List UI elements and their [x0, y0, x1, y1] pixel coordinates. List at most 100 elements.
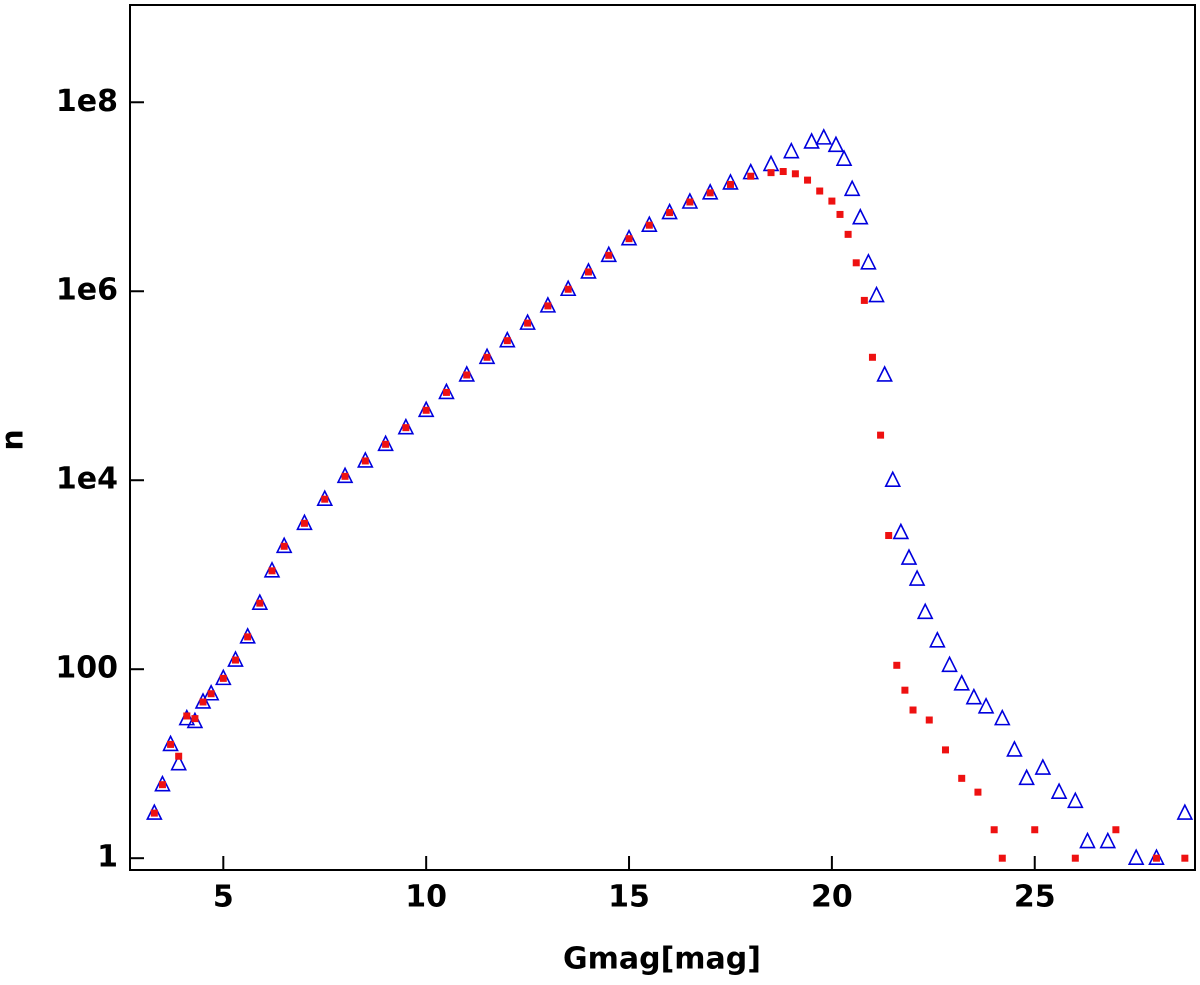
- point: [524, 319, 532, 327]
- point: [835, 149, 853, 166]
- point: [929, 630, 946, 648]
- point: [893, 661, 901, 669]
- point: [321, 495, 329, 503]
- y-axis-label: n: [0, 429, 31, 450]
- point: [463, 371, 471, 379]
- point: [256, 599, 264, 607]
- point: [783, 141, 800, 159]
- point: [584, 268, 592, 276]
- point: [815, 128, 833, 145]
- point: [1050, 782, 1068, 799]
- point: [892, 522, 910, 540]
- point: [747, 172, 755, 180]
- point: [1018, 768, 1035, 786]
- point: [990, 826, 998, 834]
- x-tick-label: 20: [811, 880, 853, 915]
- point: [884, 470, 902, 488]
- point: [868, 285, 885, 303]
- point: [762, 154, 780, 172]
- point: [175, 752, 183, 760]
- point: [1031, 826, 1039, 834]
- point: [503, 337, 511, 345]
- point: [925, 716, 933, 724]
- point: [816, 187, 824, 195]
- point: [828, 197, 836, 205]
- point: [268, 567, 276, 575]
- point: [564, 285, 572, 293]
- point: [916, 602, 934, 620]
- point: [1099, 831, 1117, 849]
- point: [860, 253, 877, 270]
- point: [666, 209, 674, 217]
- point: [1181, 854, 1189, 862]
- point: [860, 296, 868, 304]
- point: [852, 259, 860, 267]
- point: [844, 230, 852, 238]
- point: [1034, 758, 1052, 775]
- point: [199, 698, 207, 706]
- point: [901, 686, 909, 694]
- point: [843, 179, 861, 197]
- x-tick-label: 10: [405, 880, 447, 915]
- point: [219, 674, 227, 682]
- point: [1006, 740, 1023, 757]
- point: [280, 542, 288, 550]
- point: [877, 431, 885, 439]
- point: [993, 708, 1011, 726]
- x-tick-label: 15: [608, 880, 650, 915]
- point: [836, 210, 844, 218]
- point: [909, 706, 917, 714]
- point: [544, 302, 552, 310]
- point: [361, 457, 369, 465]
- point: [1112, 826, 1120, 834]
- point: [974, 788, 982, 796]
- point: [1152, 854, 1160, 862]
- point: [706, 189, 714, 197]
- point: [167, 740, 175, 748]
- point: [483, 353, 491, 361]
- point: [191, 715, 199, 723]
- point: [341, 472, 349, 480]
- point: [382, 440, 390, 448]
- point: [150, 809, 158, 817]
- point: [827, 135, 845, 153]
- point: [1079, 831, 1096, 849]
- point: [170, 753, 187, 771]
- point: [300, 519, 308, 527]
- x-tick-label: 25: [1014, 880, 1056, 915]
- point: [779, 168, 787, 176]
- point: [958, 774, 966, 782]
- point: [183, 712, 191, 720]
- point: [207, 690, 215, 698]
- point: [868, 353, 876, 361]
- x-axis-label: Gmag[mag]: [563, 942, 761, 977]
- point: [941, 655, 958, 673]
- point: [231, 656, 239, 664]
- point: [977, 697, 995, 714]
- point: [803, 132, 820, 149]
- y-tick-label: 100: [55, 651, 118, 686]
- point: [726, 180, 734, 188]
- y-tick-label: 1e8: [56, 84, 118, 119]
- point: [851, 207, 869, 225]
- point: [442, 388, 450, 396]
- y-tick-label: 1: [97, 840, 118, 875]
- point: [791, 170, 799, 178]
- point: [402, 424, 410, 432]
- point: [908, 569, 926, 586]
- point: [804, 176, 812, 184]
- point: [965, 687, 983, 705]
- plot-frame: [129, 4, 1196, 871]
- y-tick-label: 1e4: [56, 462, 118, 497]
- point: [625, 235, 633, 243]
- x-tick-label: 5: [213, 880, 234, 915]
- point: [876, 365, 893, 382]
- point: [1071, 854, 1079, 862]
- point: [1127, 848, 1145, 865]
- point: [1067, 791, 1084, 809]
- point: [605, 251, 613, 259]
- point: [1176, 803, 1194, 820]
- point: [244, 633, 252, 641]
- point: [422, 406, 430, 414]
